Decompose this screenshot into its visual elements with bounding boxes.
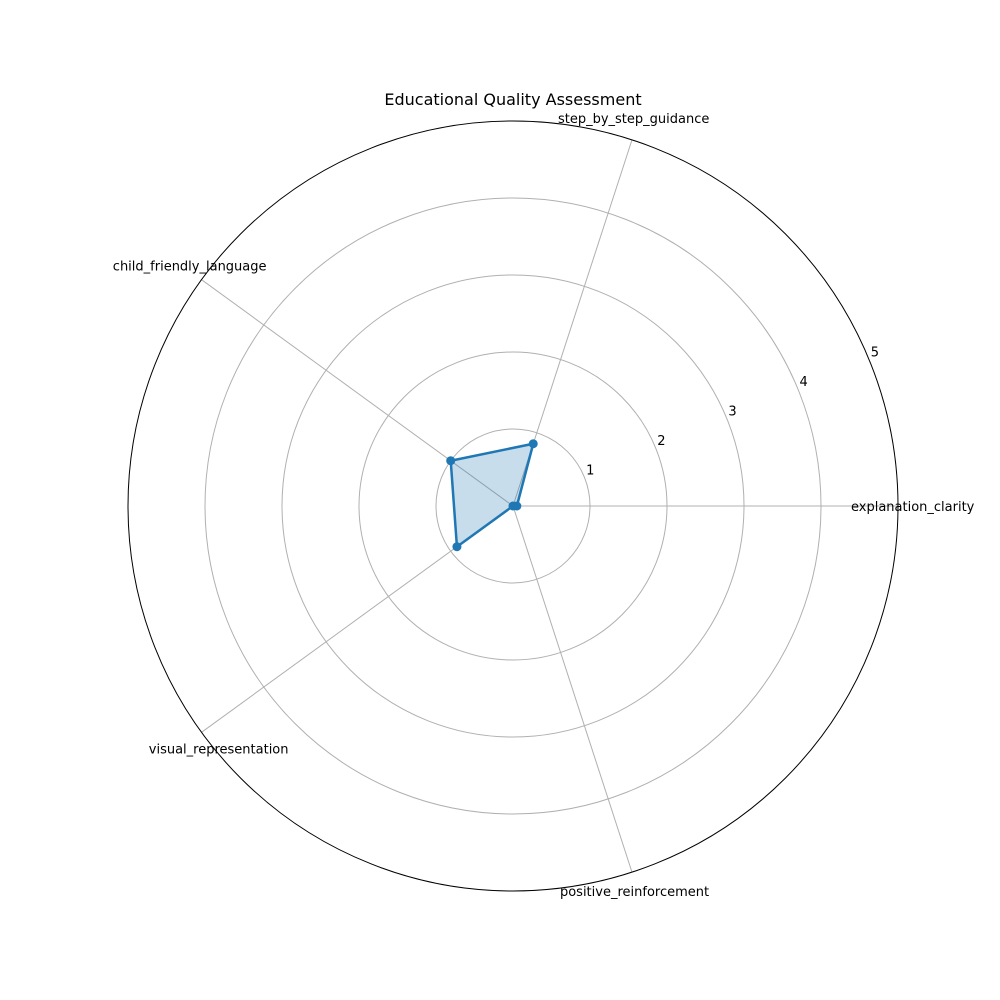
data-point-step_by_step_guidance xyxy=(528,439,538,449)
radial-tick-label-2: 2 xyxy=(657,434,665,449)
radial-tick-label-3: 3 xyxy=(728,405,736,420)
data-point-positive_reinforcement xyxy=(508,501,518,511)
radial-tick-label-1: 1 xyxy=(586,464,594,479)
spoke-child_friendly_language xyxy=(201,279,514,507)
radial-tick-label-4: 4 xyxy=(800,375,808,390)
radial-tick-label-5: 5 xyxy=(871,346,879,361)
axis-label-step_by_step_guidance: step_by_step_guidance xyxy=(558,112,709,127)
axis-label-visual_representation: visual_representation xyxy=(149,742,289,757)
chart-title: Educational Quality Assessment xyxy=(384,90,641,109)
data-point-child_friendly_language xyxy=(446,456,456,466)
axis-label-child_friendly_language: child_friendly_language xyxy=(113,260,267,275)
axis-label-explanation_clarity: explanation_clarity xyxy=(851,500,975,515)
polar-frame xyxy=(127,120,899,892)
data-point-visual_representation xyxy=(452,542,462,552)
axis-label-positive_reinforcement: positive_reinforcement xyxy=(560,885,709,900)
spoke-positive_reinforcement xyxy=(512,505,633,873)
series-area xyxy=(450,443,534,547)
